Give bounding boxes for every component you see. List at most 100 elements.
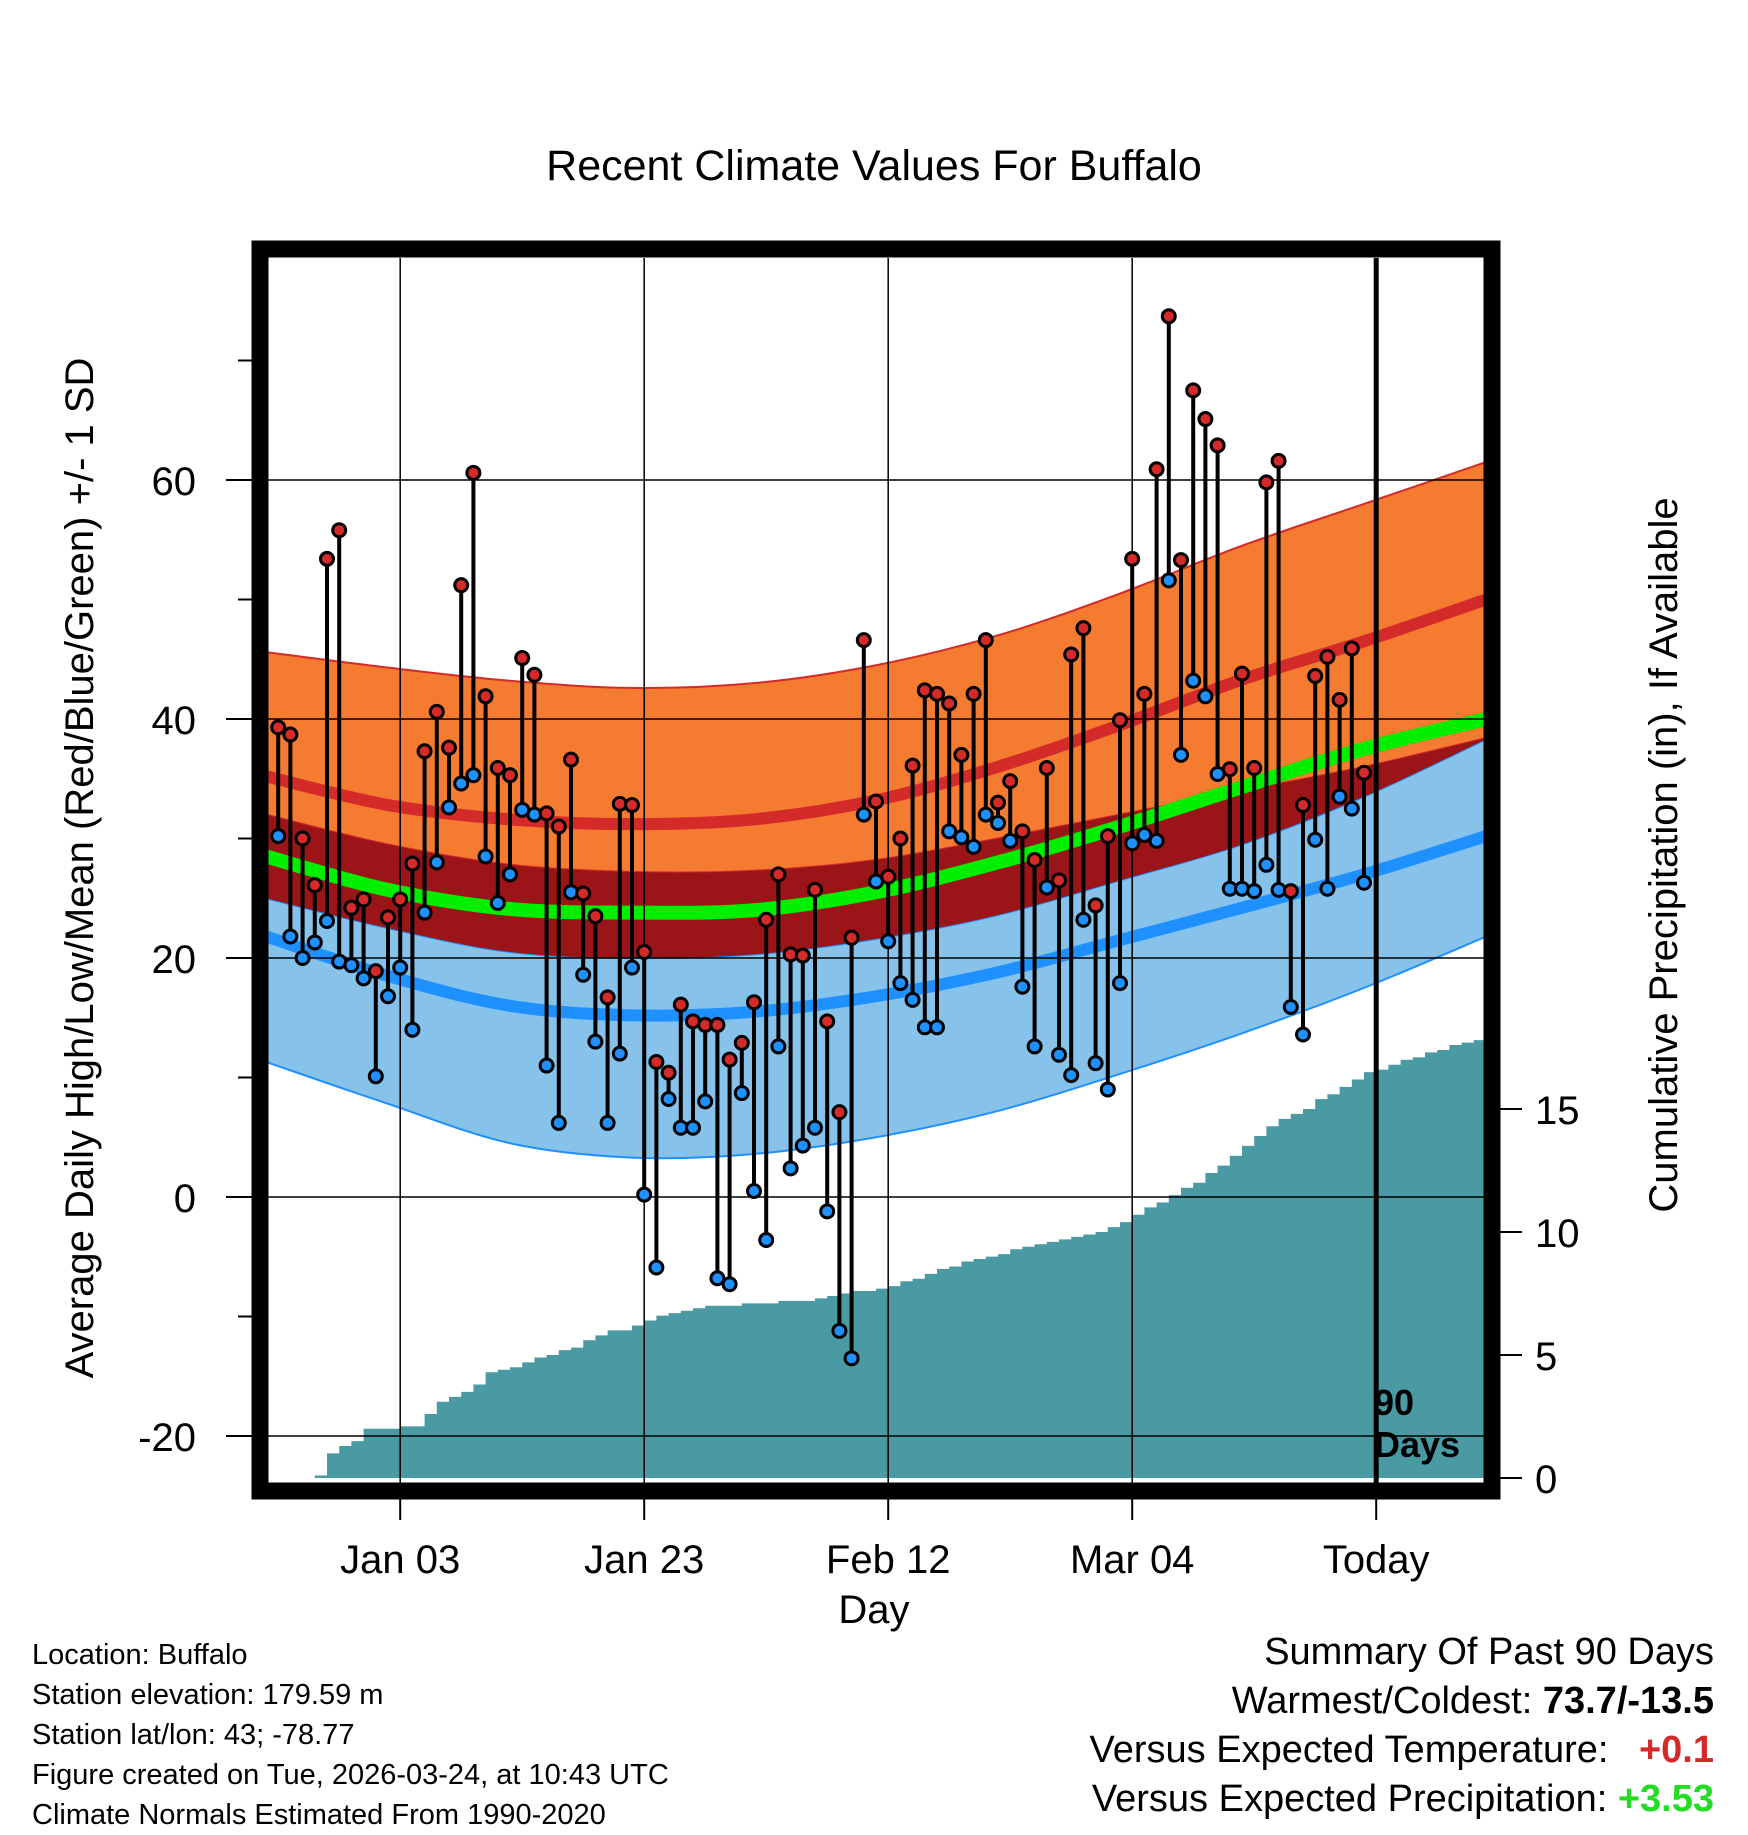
daily-low-point [1148, 832, 1165, 849]
daily-high-point [1209, 437, 1226, 454]
daily-high-point [660, 1064, 677, 1081]
daily-high-point [587, 908, 604, 925]
daily-high-point [1075, 620, 1092, 637]
daily-high-point [1063, 646, 1080, 663]
daily-high-point [1343, 640, 1360, 657]
daily-high-point [1051, 872, 1067, 889]
daily-high-point [807, 881, 823, 898]
daily-low-point [794, 1137, 811, 1154]
daily-high-point [1014, 823, 1031, 840]
daily-low-point [453, 775, 470, 792]
daily-high-point [636, 944, 653, 961]
daily-high-point [1087, 897, 1104, 914]
daily-high-point [941, 695, 958, 712]
daily-low-point [1356, 874, 1372, 891]
location-line: Location: Buffalo [32, 1639, 248, 1671]
y-left-tick-label: 60 [152, 460, 197, 504]
daily-high-point [746, 994, 762, 1011]
daily-low-point [758, 1232, 775, 1249]
daily-high-point [453, 577, 470, 594]
y-right-tick-label: 0 [1535, 1458, 1557, 1502]
daily-low-point [1160, 572, 1177, 589]
summary-panel: Summary Of Past 90 Days Warmest/Coldest:… [1090, 1628, 1714, 1824]
daily-low-point [1136, 826, 1153, 843]
y-right-tick-label: 10 [1535, 1212, 1580, 1256]
daily-low-point [636, 1186, 653, 1203]
daily-high-point [465, 464, 482, 481]
daily-high-point [416, 743, 433, 760]
daily-high-point [794, 947, 811, 964]
daily-low-point [855, 806, 872, 823]
daily-low-point [428, 854, 445, 871]
daily-high-point [624, 797, 640, 814]
daily-high-point [1112, 712, 1128, 729]
y-left-tick-label: 0 [174, 1177, 196, 1221]
daily-low-point [575, 966, 592, 983]
daily-low-point [489, 895, 506, 912]
daily-high-point [1173, 552, 1189, 569]
daily-low-point [404, 1021, 421, 1038]
daily-high-point [880, 868, 897, 885]
daily-high-point [331, 522, 348, 539]
daily-high-point [404, 855, 421, 872]
daily-low-point [270, 828, 287, 845]
summary-temp-row: Versus Expected Temperature: +0.1 [1090, 1726, 1714, 1775]
daily-high-point [343, 899, 360, 916]
daily-high-point [599, 989, 616, 1006]
created-line: Figure created on Tue, 2026-03-24, at 10… [32, 1759, 669, 1791]
x-tick-label: Jan 03 [340, 1538, 460, 1582]
daily-high-point [1002, 773, 1019, 790]
daily-low-point [1038, 879, 1055, 896]
daily-high-point [367, 963, 384, 980]
x-axis-label: Day [838, 1588, 909, 1632]
daily-low-point [611, 1045, 628, 1062]
daily-high-point [380, 909, 396, 926]
daily-low-point [1014, 978, 1031, 995]
daily-low-point [1197, 688, 1214, 705]
chart-title: Recent Climate Values For Buffalo [546, 142, 1202, 190]
daily-high-point [868, 793, 884, 810]
daily-high-point [270, 719, 287, 736]
daily-high-point [672, 996, 689, 1013]
daily-high-point [1038, 759, 1055, 776]
daily-high-point [538, 805, 555, 822]
daily-low-point [929, 1019, 945, 1036]
daily-low-point [587, 1033, 604, 1050]
plot-frame [251, 240, 1501, 1500]
overlap-band [266, 738, 1486, 959]
daily-high-point [1258, 474, 1275, 491]
extremes-value: 73.7/-13.5 [1542, 1680, 1714, 1722]
daily-high-point [1282, 883, 1299, 900]
daily-low-point [770, 1038, 787, 1055]
daily-low-point [648, 1259, 665, 1276]
daily-high-point [1026, 852, 1043, 869]
daily-high-point [648, 1053, 665, 1070]
daily-high-point [1221, 761, 1238, 778]
daily-low-point [1307, 831, 1324, 848]
daily-low-point [392, 959, 409, 976]
daily-low-point [843, 1350, 860, 1367]
daily-high-point [1099, 828, 1116, 845]
daily-low-point [1026, 1038, 1043, 1055]
daily-high-point [477, 688, 494, 705]
y-right-tick-label: 15 [1535, 1089, 1580, 1133]
normals-line: Climate Normals Estimated From 1990-2020 [32, 1799, 606, 1831]
daily-high-point [526, 666, 543, 683]
daily-low-point [685, 1119, 701, 1136]
daily-high-point [1136, 685, 1153, 702]
daily-high-point [733, 1034, 750, 1051]
summary-extremes-row: Warmest/Coldest: 73.7/-13.5 [1090, 1677, 1714, 1726]
daily-high-point [1185, 382, 1202, 399]
daily-low-point [1002, 832, 1019, 849]
daily-low-point [941, 823, 958, 840]
x-tick-label: Feb 12 [826, 1538, 951, 1582]
daily-low-point [319, 912, 335, 929]
daily-low-point [1319, 880, 1336, 897]
daily-low-point [538, 1057, 555, 1074]
daily-high-point [563, 751, 579, 768]
daily-low-point [1124, 835, 1141, 852]
daily-high-point [1295, 797, 1311, 814]
daily-high-point [892, 830, 909, 847]
daily-high-point [1331, 691, 1348, 708]
daily-low-point [1331, 788, 1348, 805]
